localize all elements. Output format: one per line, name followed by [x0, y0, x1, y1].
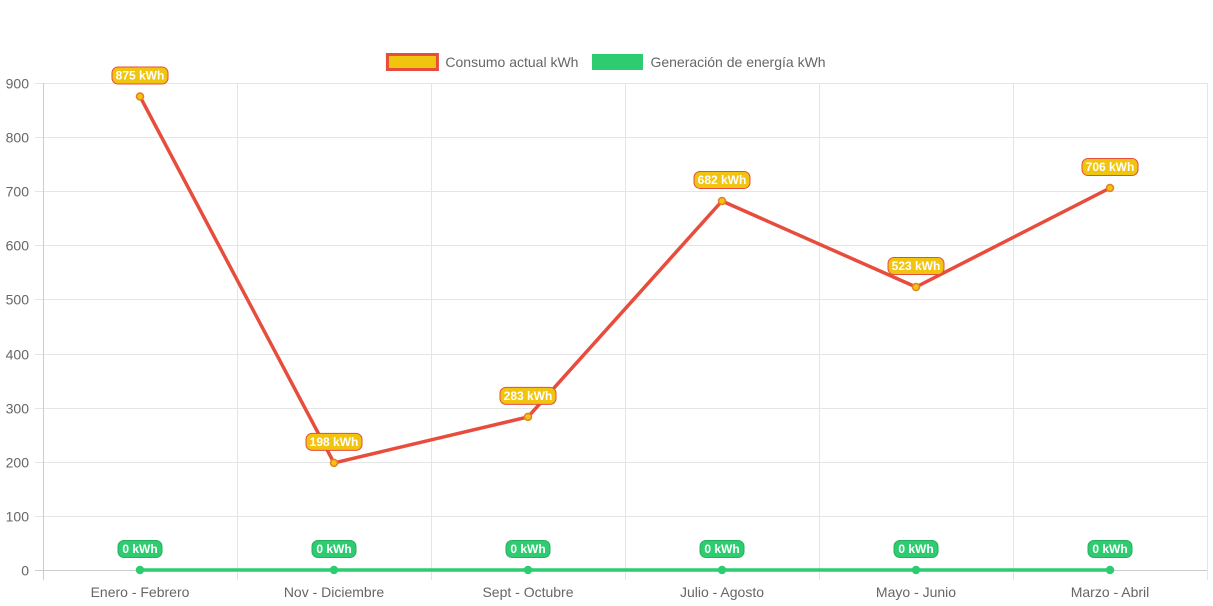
data-label-badge: 706 kWh	[1081, 157, 1139, 176]
legend-item-0: Consumo actual kWh	[385, 53, 578, 71]
y-tick-label: 700	[6, 184, 30, 200]
data-label: 682 kWh	[698, 173, 747, 187]
data-point	[523, 565, 533, 575]
data-label: 0 kWh	[122, 542, 157, 556]
x-tick-label: Mayo - Junio	[876, 584, 956, 600]
data-point	[329, 565, 339, 575]
data-point	[329, 458, 339, 468]
data-label-badge: 0 kWh	[1087, 540, 1133, 558]
y-tick-label: 400	[6, 347, 30, 363]
y-tick-label: 900	[6, 76, 30, 92]
data-label: 0 kWh	[316, 542, 351, 556]
y-tick-label: 800	[6, 130, 30, 146]
data-label-background	[699, 540, 745, 558]
legend-label: Consumo actual kWh	[445, 54, 578, 70]
data-label: 283 kWh	[504, 389, 553, 403]
data-label-background	[693, 170, 751, 189]
y-tick-label: 100	[6, 509, 30, 525]
data-labels: 875 kWh 198 kWh 283 kWh 682 kWh 523 kWh 706 k…	[111, 66, 1139, 558]
data-point	[717, 565, 727, 575]
data-label-background	[893, 540, 939, 558]
x-tick-label: Julio - Agosto	[680, 584, 764, 600]
data-point	[523, 412, 533, 422]
data-label-badge: 875 kWh	[111, 66, 169, 85]
data-label: 0 kWh	[1092, 542, 1127, 556]
x-tick-label: Nov - Diciembre	[284, 584, 385, 600]
y-tick-label: 0	[21, 563, 29, 579]
data-label-badge: 0 kWh	[699, 540, 745, 558]
data-label-background	[1081, 157, 1139, 176]
data-point	[1105, 565, 1115, 575]
data-point	[135, 92, 145, 101]
data-label-background	[887, 256, 945, 275]
axes: 0 100 200 300 400 500 600 700 800 900 Enero - Febr…	[6, 76, 1150, 601]
data-point	[911, 282, 921, 292]
y-tick-label: 600	[6, 238, 30, 254]
data-label: 706 kWh	[1086, 160, 1135, 174]
legend-swatch	[385, 53, 439, 71]
x-tick-label: Marzo - Abril	[1071, 584, 1150, 600]
data-label-badge: 0 kWh	[505, 540, 551, 558]
grid-lines	[35, 83, 1208, 580]
data-label-background	[117, 540, 163, 558]
data-label-badge: 0 kWh	[311, 540, 357, 558]
data-label-badge: 0 kWh	[117, 540, 163, 558]
legend-label: Generación de energía kWh	[650, 54, 825, 70]
data-label-background	[111, 66, 169, 85]
data-point	[1105, 183, 1115, 193]
legend: Consumo actual kWh Generación de energía …	[385, 53, 826, 71]
data-label-badge: 523 kWh	[887, 256, 945, 275]
data-label-badge: 198 kWh	[305, 432, 363, 451]
data-label-background	[305, 432, 363, 451]
legend-item-1: Generación de energía kWh	[591, 54, 826, 70]
y-tick-label: 200	[6, 455, 30, 471]
data-label-badge: 0 kWh	[893, 540, 939, 558]
data-label-badge: 682 kWh	[693, 170, 751, 189]
data-label-badge: 283 kWh	[499, 386, 557, 405]
data-point	[717, 196, 727, 206]
data-point	[911, 565, 921, 575]
x-tick-label: Enero - Febrero	[91, 584, 190, 600]
series	[135, 92, 1115, 575]
y-tick-label: 300	[6, 401, 30, 417]
data-label: 0 kWh	[704, 542, 739, 556]
data-label: 198 kWh	[310, 435, 359, 449]
data-label: 523 kWh	[892, 259, 941, 273]
data-point	[135, 565, 145, 575]
data-label-background	[311, 540, 357, 558]
legend-swatch	[591, 54, 643, 70]
data-label-background	[505, 540, 551, 558]
data-label-background	[1087, 540, 1133, 558]
data-label: 875 kWh	[116, 69, 165, 83]
series-line-0	[138, 95, 1111, 465]
data-label: 0 kWh	[898, 542, 933, 556]
y-tick-label: 500	[6, 292, 30, 308]
x-tick-label: Sept - Octubre	[482, 584, 573, 600]
data-label-background	[499, 386, 557, 405]
data-label: 0 kWh	[510, 542, 545, 556]
